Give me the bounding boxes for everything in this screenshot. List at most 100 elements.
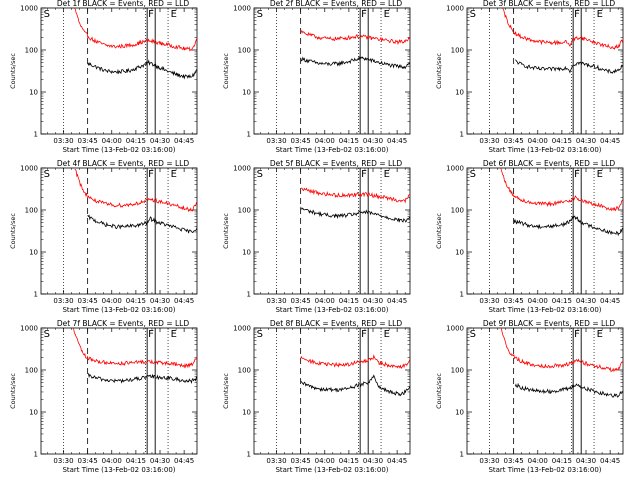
x-tick-label: 04:15	[552, 297, 572, 305]
events-series-line	[515, 59, 623, 74]
start-marker: S	[257, 169, 263, 180]
y-tick-label: 10	[29, 249, 38, 257]
y-tick-label: 1	[460, 291, 464, 299]
end-marker: E	[384, 169, 390, 180]
events-series-line	[300, 374, 410, 397]
end-marker: E	[597, 9, 603, 20]
x-tick-label: 04:00	[528, 137, 548, 145]
events-series-line	[87, 59, 197, 80]
end-marker: E	[171, 169, 177, 180]
x-tick-label: 04:30	[363, 457, 383, 465]
x-tick-label: 03:30	[266, 457, 286, 465]
lld-series-line	[500, 328, 623, 373]
flare-marker: F	[574, 169, 580, 180]
y-tick-label: 1	[34, 451, 38, 459]
lightcurve-chart: Det 4f BLACK = Events, RED = LLD 1 10 100 10…	[9, 159, 198, 314]
detector-panel: Det 1f BLACK = Events, RED = LLD 1 10 100 10…	[0, 0, 213, 160]
events-series-line	[300, 206, 410, 223]
flare-marker: F	[574, 9, 580, 20]
chart-title: Det 8f BLACK = Events, RED = LLD	[270, 319, 403, 328]
lld-series-line	[74, 169, 197, 213]
flare-marker: F	[148, 9, 154, 20]
y-axis-label: Counts/sec	[222, 373, 230, 409]
end-marker: E	[384, 329, 390, 340]
x-tick-label: 03:45	[291, 457, 311, 465]
x-tick-label: 03:45	[291, 137, 311, 145]
x-tick-label: 04:15	[339, 297, 359, 305]
x-tick-label: 04:00	[315, 137, 335, 145]
x-tick-label: 03:30	[266, 137, 286, 145]
y-axis-label: Counts/sec	[222, 53, 230, 89]
lld-series-line	[300, 30, 410, 45]
lld-series-line	[502, 8, 623, 50]
end-marker: E	[171, 329, 177, 340]
y-tick-label: 1	[34, 291, 38, 299]
start-marker: S	[470, 329, 476, 340]
lightcurve-chart: Det 2f BLACK = Events, RED = LLD 1 10 100 10…	[222, 0, 411, 154]
x-tick-label: 04:15	[126, 137, 146, 145]
chart-title: Det 9f BLACK = Events, RED = LLD	[483, 319, 616, 328]
chart-title: Det 1f BLACK = Events, RED = LLD	[57, 0, 190, 8]
x-tick-label: 03:30	[53, 137, 73, 145]
end-marker: E	[597, 169, 603, 180]
start-marker: S	[44, 329, 50, 340]
events-series-line	[300, 55, 410, 70]
x-axis-label: Start Time (13-Feb-02 03:16:00)	[62, 466, 175, 474]
chart-title: Det 4f BLACK = Events, RED = LLD	[57, 159, 190, 168]
x-tick-label: 04:00	[315, 457, 335, 465]
detector-panel: Det 2f BLACK = Events, RED = LLD 1 10 100 10…	[213, 0, 426, 160]
plot-frame	[253, 7, 411, 135]
x-tick-label: 04:30	[363, 137, 383, 145]
plot-frame	[466, 167, 624, 295]
x-tick-label: 03:30	[266, 297, 286, 305]
x-tick-label: 04:15	[339, 457, 359, 465]
x-tick-label: 04:45	[387, 137, 407, 145]
x-tick-label: 03:30	[479, 137, 499, 145]
y-tick-label: 1000	[20, 5, 38, 13]
y-tick-label: 1000	[233, 165, 251, 173]
y-tick-label: 1	[247, 291, 251, 299]
start-marker: S	[470, 9, 476, 20]
y-axis-label: Counts/sec	[222, 213, 230, 249]
y-tick-label: 10	[242, 89, 251, 97]
x-axis-label: Start Time (13-Feb-02 03:16:00)	[488, 466, 601, 474]
y-tick-label: 1000	[233, 5, 251, 13]
lightcurve-chart: Det 3f BLACK = Events, RED = LLD 1 10 100 10…	[435, 0, 624, 154]
y-tick-label: 100	[25, 47, 38, 55]
x-tick-label: 04:15	[552, 457, 572, 465]
x-axis-label: Start Time (13-Feb-02 03:16:00)	[62, 146, 175, 154]
detector-panel: Det 5f BLACK = Events, RED = LLD 1 10 100 10…	[213, 159, 426, 320]
end-marker: E	[171, 9, 177, 20]
x-axis-label: Start Time (13-Feb-02 03:16:00)	[488, 146, 601, 154]
detector-panel: Det 9f BLACK = Events, RED = LLD 1 10 100 10…	[426, 319, 639, 480]
detector-panel: Det 3f BLACK = Events, RED = LLD 1 10 100 10…	[426, 0, 639, 160]
y-tick-label: 10	[455, 249, 464, 257]
x-tick-label: 03:45	[291, 297, 311, 305]
events-series-line	[87, 373, 197, 385]
lightcurve-chart: Det 8f BLACK = Events, RED = LLD 1 10 100 10…	[222, 319, 411, 474]
y-tick-label: 1000	[446, 325, 464, 333]
lld-series-line	[74, 8, 197, 52]
chart-title: Det 5f BLACK = Events, RED = LLD	[270, 159, 403, 168]
chart-title: Det 3f BLACK = Events, RED = LLD	[483, 0, 616, 8]
x-tick-label: 03:30	[479, 297, 499, 305]
x-tick-label: 04:00	[315, 297, 335, 305]
x-tick-label: 03:45	[78, 457, 98, 465]
x-tick-label: 03:30	[479, 457, 499, 465]
y-tick-label: 10	[455, 89, 464, 97]
detector-panel: Det 8f BLACK = Events, RED = LLD 1 10 100 10…	[213, 319, 426, 480]
lightcurve-chart: Det 7f BLACK = Events, RED = LLD 1 10 100 10…	[9, 319, 198, 474]
x-tick-label: 04:30	[150, 457, 170, 465]
y-tick-label: 1000	[233, 325, 251, 333]
x-tick-label: 04:00	[528, 457, 548, 465]
start-marker: S	[257, 329, 263, 340]
lightcurve-chart: Det 9f BLACK = Events, RED = LLD 1 10 100 10…	[435, 319, 624, 474]
start-marker: S	[257, 9, 263, 20]
x-tick-label: 04:30	[363, 297, 383, 305]
chart-title: Det 7f BLACK = Events, RED = LLD	[57, 319, 190, 328]
y-tick-label: 100	[238, 367, 251, 375]
events-series-line	[513, 215, 623, 237]
flare-marker: F	[148, 169, 154, 180]
y-axis-label: Counts/sec	[9, 213, 17, 249]
